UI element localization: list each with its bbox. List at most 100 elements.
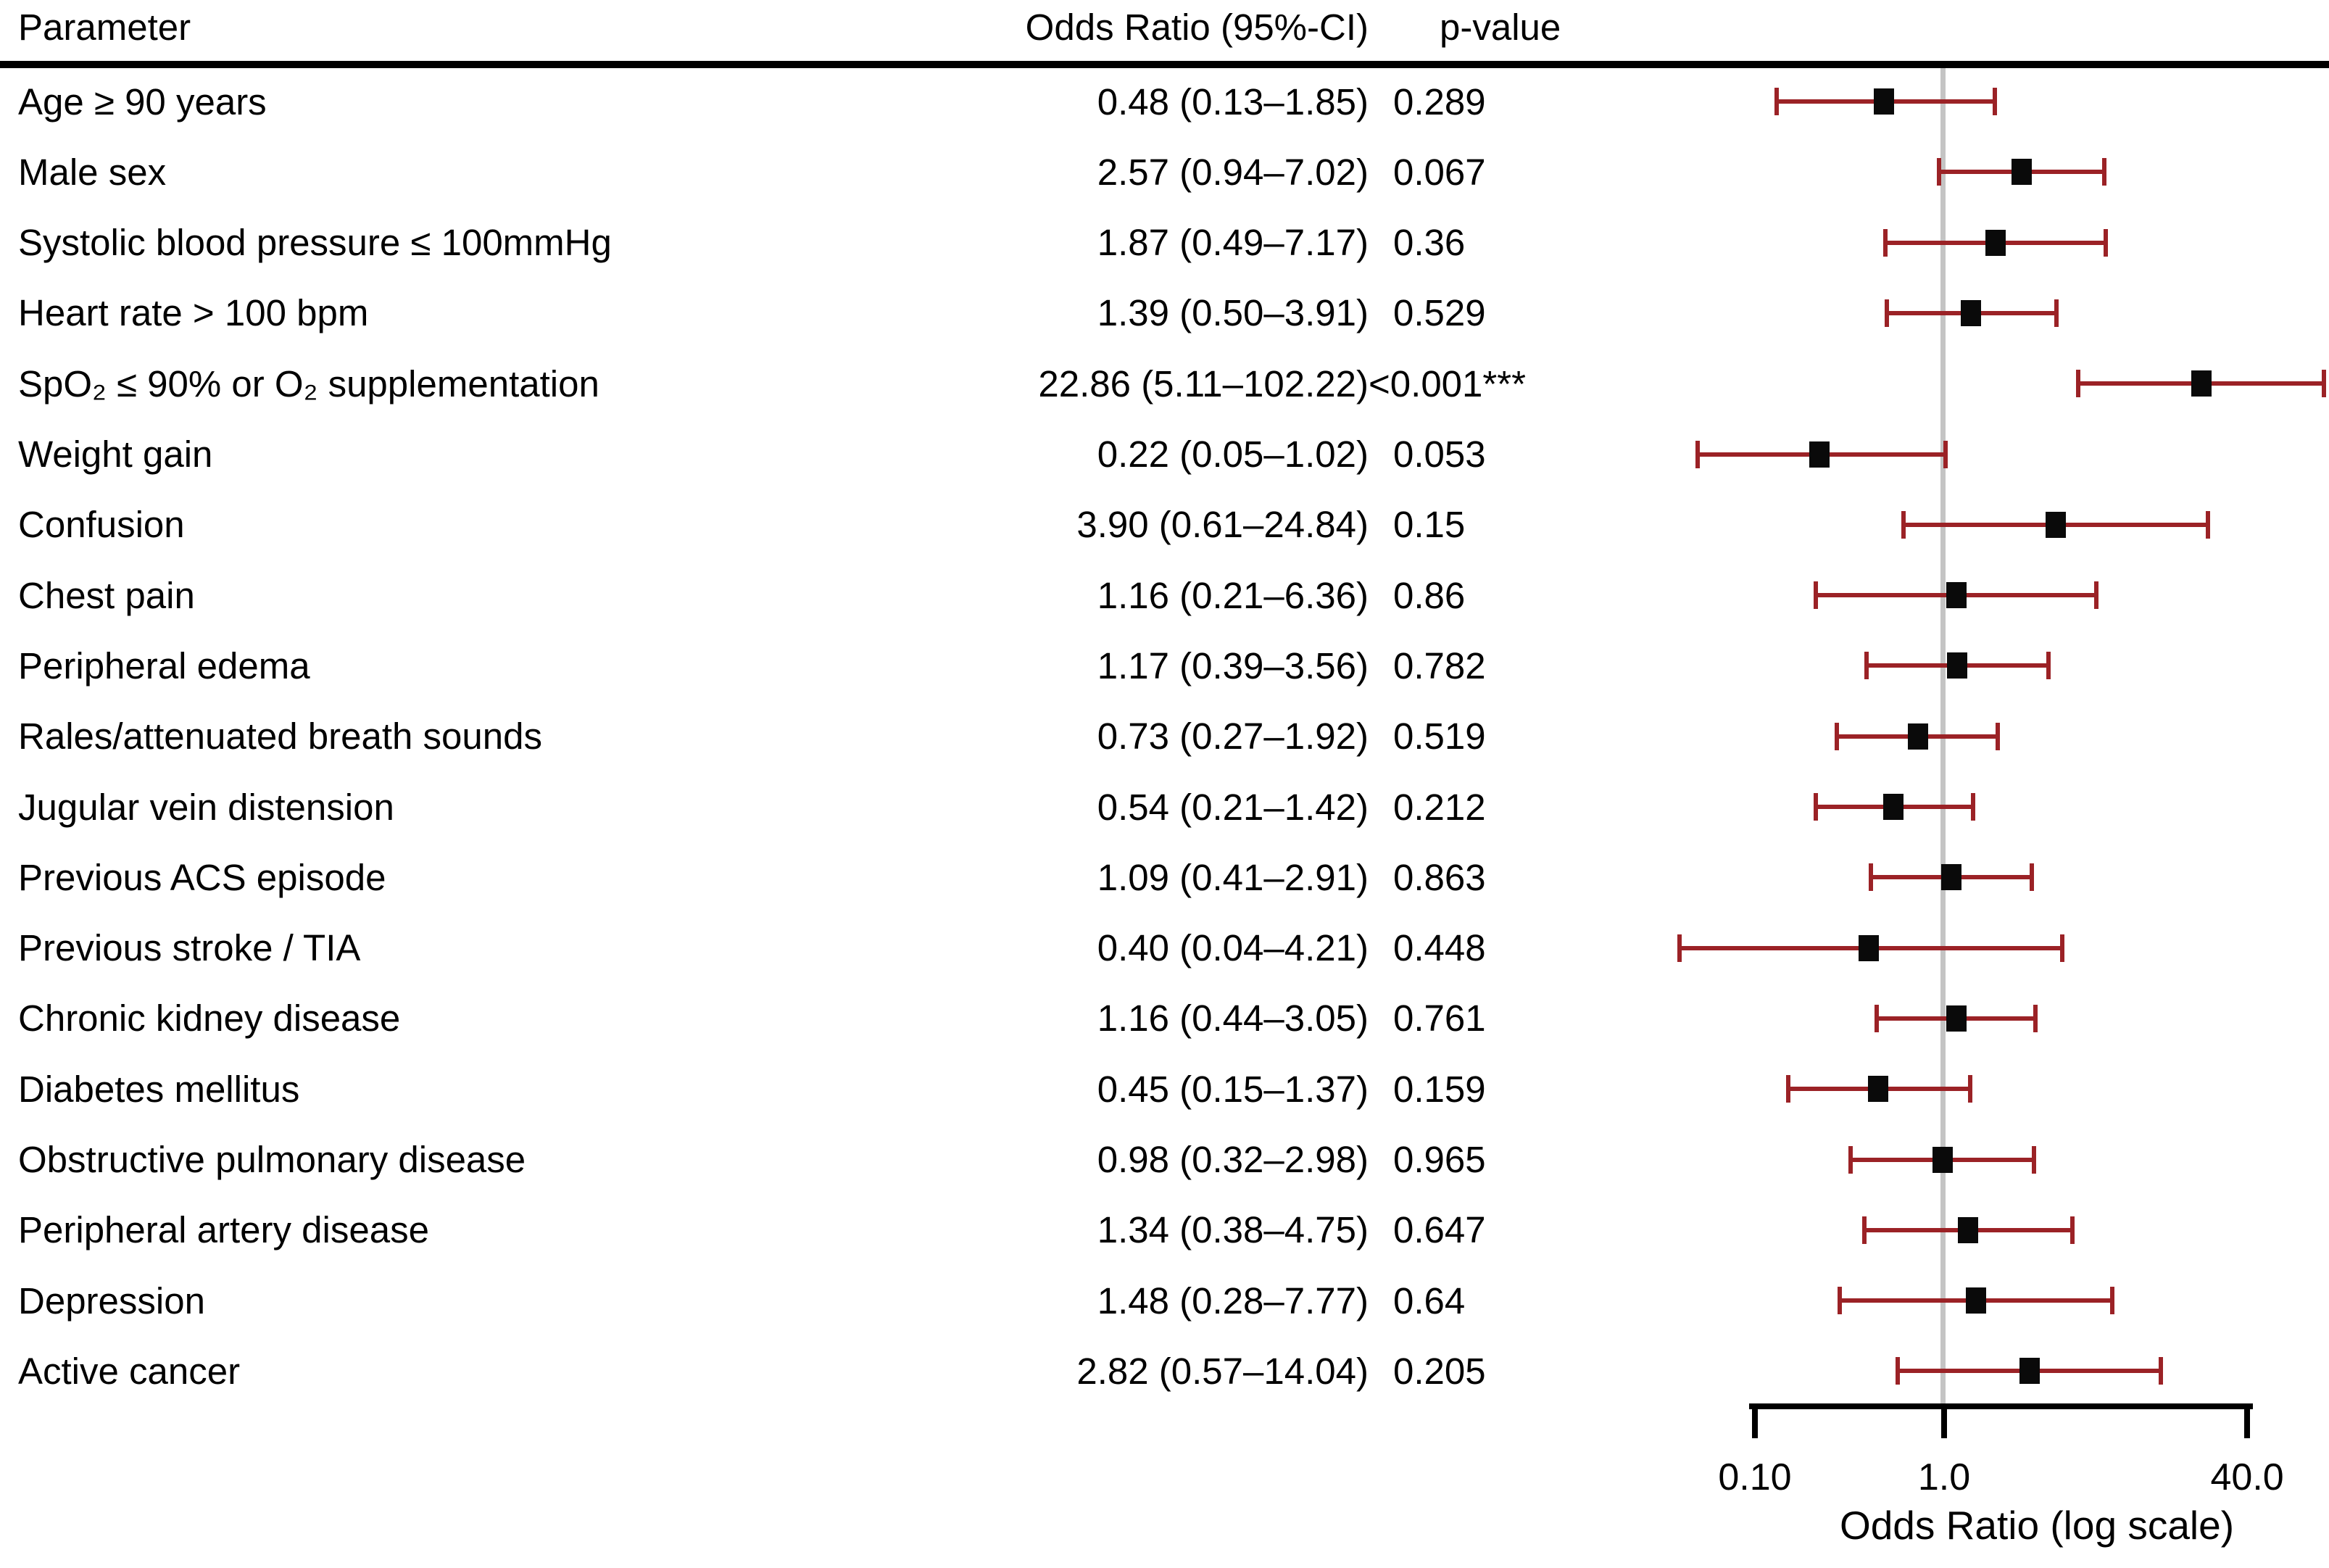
odds-ratio-ci-value: 1.09 (0.41–2.91) (1097, 856, 1369, 898)
p-value: 0.529 (1393, 292, 1486, 334)
x-axis-title: Odds Ratio (log scale) (1839, 1503, 2235, 1548)
parameter-label: Previous ACS episode (18, 856, 386, 898)
or-marker (1946, 1005, 1967, 1032)
ci-upper-cap (2101, 158, 2106, 186)
odds-ratio-ci-value: 3.90 (0.61–24.84) (1076, 504, 1369, 546)
parameter-label: Obstructive pulmonary disease (18, 1139, 526, 1180)
odds-ratio-ci-value: 0.98 (0.32–2.98) (1097, 1139, 1369, 1180)
ci-lower-cap (1774, 88, 1779, 115)
or-marker (2019, 1358, 2040, 1385)
odds-ratio-ci-value: 0.73 (0.27–1.92) (1097, 715, 1369, 758)
odds-ratio-ci-value: 1.16 (0.44–3.05) (1097, 997, 1369, 1040)
odds-ratio-ci-value: 0.54 (0.21–1.42) (1097, 786, 1369, 828)
or-marker (1985, 229, 2006, 256)
odds-ratio-ci-value: 1.16 (0.21–6.36) (1097, 574, 1369, 616)
ci-lower-cap (2075, 370, 2080, 398)
ci-lower-cap (1896, 1357, 1901, 1385)
ci-lower-cap (1883, 228, 1888, 257)
odds-ratio-ci-value: 22.86 (5.11–102.22) (1038, 362, 1369, 405)
ci-upper-cap (2110, 1287, 2115, 1315)
x-axis-tick-label: 40.0 (2210, 1456, 2284, 1498)
ci-upper-cap (2093, 581, 2098, 610)
odds-ratio-ci-value: 1.48 (0.28–7.77) (1097, 1279, 1369, 1322)
parameter-label: Chest pain (18, 574, 195, 616)
p-value: 0.289 (1393, 80, 1486, 123)
p-value: 0.205 (1393, 1350, 1486, 1392)
x-axis-tick (2244, 1403, 2251, 1438)
ci-upper-cap (1967, 1075, 1972, 1103)
p-value: 0.159 (1393, 1068, 1486, 1110)
odds-ratio-ci-value: 1.17 (0.39–3.56) (1097, 644, 1369, 686)
ci-lower-cap (1677, 934, 1682, 962)
p-value: 0.64 (1393, 1279, 1466, 1322)
column-header-p-value: p-value (1440, 6, 1561, 48)
parameter-label: Weight gain (18, 434, 213, 475)
odds-ratio-ci-value: 1.39 (0.50–3.91) (1097, 292, 1369, 334)
column-header-odds-ratio-ci: Odds Ratio (95%-CI) (1025, 6, 1369, 48)
or-marker (1868, 1076, 1889, 1103)
x-axis-line (1749, 1403, 2253, 1409)
x-axis-tick-label: 0.10 (1718, 1456, 1792, 1498)
ci-upper-cap (2046, 652, 2051, 680)
or-marker (1932, 1146, 1953, 1173)
ci-upper-cap (2206, 510, 2211, 539)
ci-lower-cap (1874, 1004, 1879, 1032)
p-value: 0.519 (1393, 715, 1486, 758)
x-axis-tick-label: 1.0 (1917, 1456, 1971, 1498)
p-value: <0.001*** (1369, 362, 1526, 405)
odds-ratio-ci-value: 1.87 (0.49–7.17) (1097, 222, 1369, 264)
odds-ratio-ci-value: 1.34 (0.38–4.75) (1097, 1209, 1369, 1251)
parameter-label: Diabetes mellitus (18, 1068, 300, 1110)
or-marker (2011, 159, 2032, 186)
parameter-label: Rales/attenuated breath sounds (18, 715, 543, 758)
p-value: 0.15 (1393, 504, 1466, 546)
p-value: 0.448 (1393, 927, 1486, 969)
header-separator-line (0, 61, 2329, 68)
ci-lower-cap (1814, 793, 1819, 821)
odds-ratio-ci-value: 0.48 (0.13–1.85) (1097, 80, 1369, 123)
ci-lower-cap (1785, 1075, 1790, 1103)
odds-ratio-ci-value: 2.57 (0.94–7.02) (1097, 151, 1369, 193)
parameter-label: Age ≥ 90 years (18, 80, 267, 123)
parameter-label: Active cancer (18, 1350, 241, 1392)
ci-lower-cap (1837, 1287, 1842, 1315)
parameter-label: Jugular vein distension (18, 786, 394, 828)
parameter-label: Peripheral edema (18, 644, 310, 686)
odds-ratio-ci-value: 0.45 (0.15–1.37) (1097, 1068, 1369, 1110)
ci-upper-cap (2031, 1145, 2036, 1174)
ci-lower-cap (1936, 158, 1941, 186)
ci-upper-cap (2033, 1004, 2038, 1032)
parameter-label: Heart rate > 100 bpm (18, 292, 369, 334)
ci-upper-cap (2159, 1357, 2164, 1385)
x-axis-tick (1752, 1403, 1758, 1438)
odds-ratio-ci-value: 0.40 (0.04–4.21) (1097, 927, 1369, 969)
or-marker (1961, 299, 1982, 326)
p-value: 0.965 (1393, 1139, 1486, 1180)
or-marker (1873, 88, 1894, 115)
parameter-label: Depression (18, 1279, 205, 1322)
column-header-parameter: Parameter (18, 6, 191, 48)
ci-upper-cap (2030, 863, 2035, 892)
parameter-label: Confusion (18, 504, 185, 546)
parameter-label: Previous stroke / TIA (18, 927, 361, 969)
or-marker (1940, 864, 1961, 891)
odds-ratio-ci-value: 2.82 (0.57–14.04) (1076, 1350, 1369, 1392)
or-marker (1946, 582, 1967, 609)
ci-upper-cap (2322, 370, 2326, 398)
ci-lower-cap (1848, 1145, 1853, 1174)
or-marker (1859, 934, 1880, 961)
or-marker (1809, 441, 1830, 468)
parameter-label: Male sex (18, 151, 167, 193)
ci-upper-cap (1995, 722, 2000, 750)
x-axis-tick (1941, 1403, 1947, 1438)
parameter-label: Peripheral artery disease (18, 1209, 429, 1251)
p-value: 0.067 (1393, 151, 1486, 193)
p-value: 0.86 (1393, 574, 1466, 616)
parameter-label: Chronic kidney disease (18, 997, 401, 1040)
ci-upper-cap (1943, 440, 1948, 468)
or-marker (1946, 652, 1967, 679)
p-value: 0.761 (1393, 997, 1486, 1040)
or-marker (1966, 1287, 1987, 1314)
p-value: 0.053 (1393, 434, 1486, 475)
